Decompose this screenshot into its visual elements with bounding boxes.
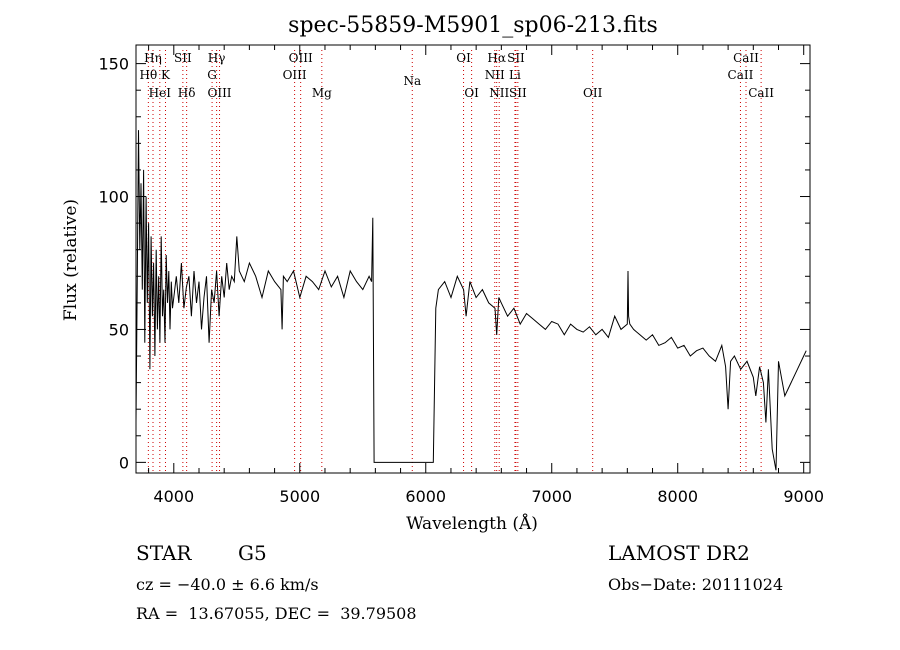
line-label: CaII [748, 86, 774, 100]
x-tick-label: 4000 [153, 487, 194, 506]
object-subclass: G5 [238, 541, 267, 565]
line-label: CaII [733, 51, 759, 65]
plot-frame [135, 44, 811, 474]
line-label: SII [509, 86, 527, 100]
x-tick-label: 8000 [657, 487, 698, 506]
line-label: G [207, 68, 217, 82]
object-class: STAR [136, 541, 192, 565]
line-label: OI [464, 86, 479, 100]
line-label: NII [489, 86, 509, 100]
x-tick-label: 9000 [783, 487, 824, 506]
line-label: Li [509, 68, 521, 82]
line-label: Hη [144, 51, 162, 65]
line-label: NII [485, 68, 505, 82]
line-label: OIII [289, 51, 313, 65]
survey-name: LAMOST DR2 [608, 541, 750, 565]
x-tick-label: 6000 [405, 487, 446, 506]
line-label: K [161, 68, 171, 82]
line-label: OII [583, 86, 603, 100]
line-label: Hθ [139, 68, 157, 82]
observation-date: Obs−Date: 20111024 [608, 575, 784, 594]
line-label: OIII [283, 68, 307, 82]
line-label: Na [403, 74, 421, 88]
coordinates: RA = 13.67055, DEC = 39.79508 [136, 604, 417, 623]
line-label: Hα [487, 51, 506, 65]
line-label: OI [456, 51, 471, 65]
chart-title: spec-55859-M5901_sp06-213.fits [288, 13, 658, 38]
line-label: Mg [312, 86, 332, 100]
redshift-value: cz = −40.0 ± 6.6 km/s [136, 575, 319, 594]
line-label: SII [174, 51, 192, 65]
x-tick-label: 5000 [279, 487, 320, 506]
y-tick-label: 100 [98, 188, 129, 207]
line-label: HeI [149, 86, 172, 100]
y-tick-label: 50 [109, 320, 129, 339]
line-label: OIII [207, 86, 231, 100]
y-axis-ticks: 0 50 100 150 [98, 55, 810, 472]
y-tick-label: 0 [119, 453, 129, 472]
line-label: Hδ [178, 86, 196, 100]
x-axis-label: Wavelength (Å) [406, 513, 538, 534]
line-label: Hγ [208, 51, 226, 65]
x-axis-ticks: 4000 5000 6000 7000 8000 9000 [148, 45, 824, 506]
x-tick-label: 7000 [531, 487, 572, 506]
line-label: SII [507, 51, 525, 65]
y-axis-label: Flux (relative) [61, 199, 81, 321]
line-label: CaII [728, 68, 754, 82]
spectrum-line [135, 130, 807, 471]
y-tick-label: 150 [98, 55, 129, 74]
